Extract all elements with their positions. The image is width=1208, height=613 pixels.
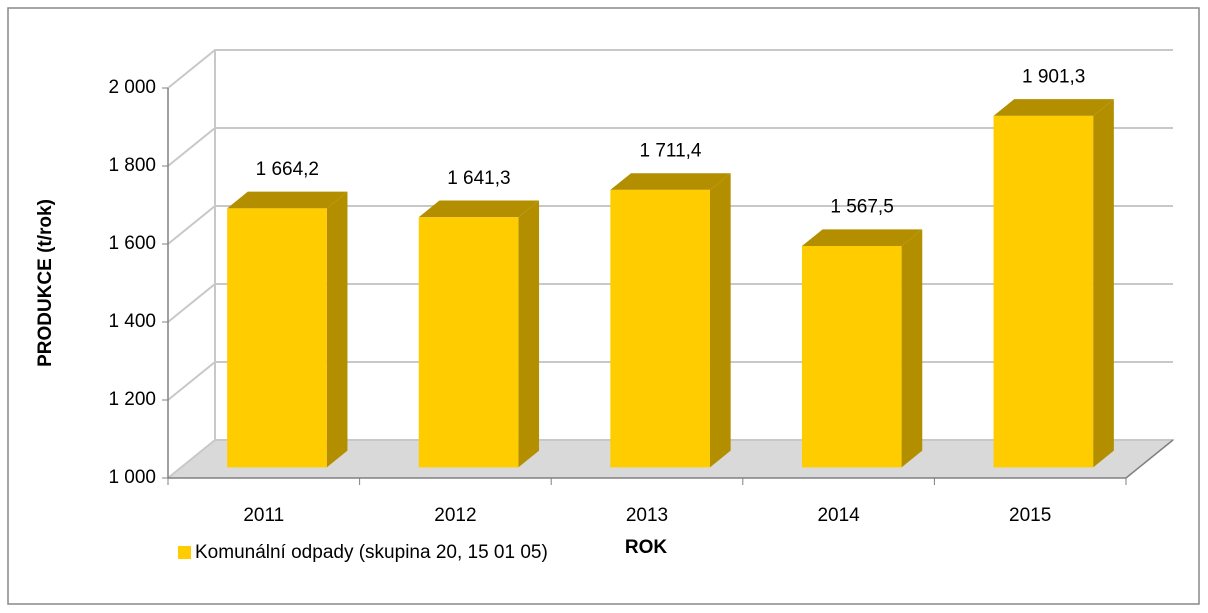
bar-front	[418, 217, 519, 468]
legend-swatch	[178, 546, 191, 559]
y-axis-title: PRODUKCE (t/rok)	[35, 199, 56, 367]
bar	[227, 191, 348, 468]
y-tick-label: 2 000	[108, 77, 156, 98]
y-tick-label: 1 600	[108, 233, 156, 254]
bar	[993, 99, 1114, 468]
x-axis-title: ROK	[625, 537, 668, 558]
x-tick-label: 2013	[626, 505, 668, 526]
value-label: 1 641,3	[447, 168, 510, 189]
bar-top	[227, 191, 348, 209]
legend-label: Komunální odpady (skupina 20, 15 01 05)	[195, 542, 548, 563]
bar-front	[610, 189, 710, 468]
value-label: 1 711,4	[640, 141, 702, 162]
value-label: 1 567,5	[830, 197, 893, 218]
bar-front	[801, 246, 902, 468]
x-tick-label: 2015	[1009, 505, 1051, 526]
value-label: 1 901,3	[1022, 67, 1085, 88]
bar-front	[227, 208, 327, 468]
y-tick-label: 1 200	[108, 389, 156, 410]
value-label: 1 664,2	[256, 159, 319, 180]
bar	[418, 200, 540, 468]
bar-top	[418, 200, 540, 218]
bar	[801, 229, 923, 468]
y-tick-label: 1 400	[108, 311, 156, 332]
bar-side	[326, 191, 348, 468]
x-axis-depth	[1125, 439, 1174, 479]
y-tick-label: 1 000	[108, 467, 156, 488]
bar-top	[801, 229, 923, 247]
bar-top	[993, 99, 1114, 116]
y-tick-label: 1 800	[108, 155, 156, 176]
bar-side	[901, 229, 923, 468]
bar-front	[993, 115, 1094, 468]
bar-side	[518, 200, 540, 468]
x-tick-label: 2011	[243, 505, 284, 526]
grid-line	[167, 49, 1173, 89]
grid-line	[167, 205, 1173, 245]
bar-top	[610, 173, 731, 190]
grid-line	[167, 127, 1173, 167]
bar-side	[1093, 99, 1114, 468]
x-tick-label: 2012	[434, 505, 476, 526]
bar-side	[709, 173, 731, 468]
x-tick-label: 2014	[817, 505, 860, 526]
bar	[610, 173, 731, 468]
